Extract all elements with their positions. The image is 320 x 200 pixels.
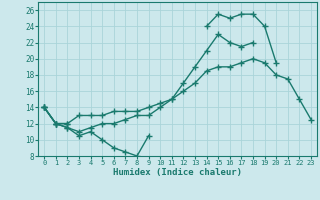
X-axis label: Humidex (Indice chaleur): Humidex (Indice chaleur) [113,168,242,177]
